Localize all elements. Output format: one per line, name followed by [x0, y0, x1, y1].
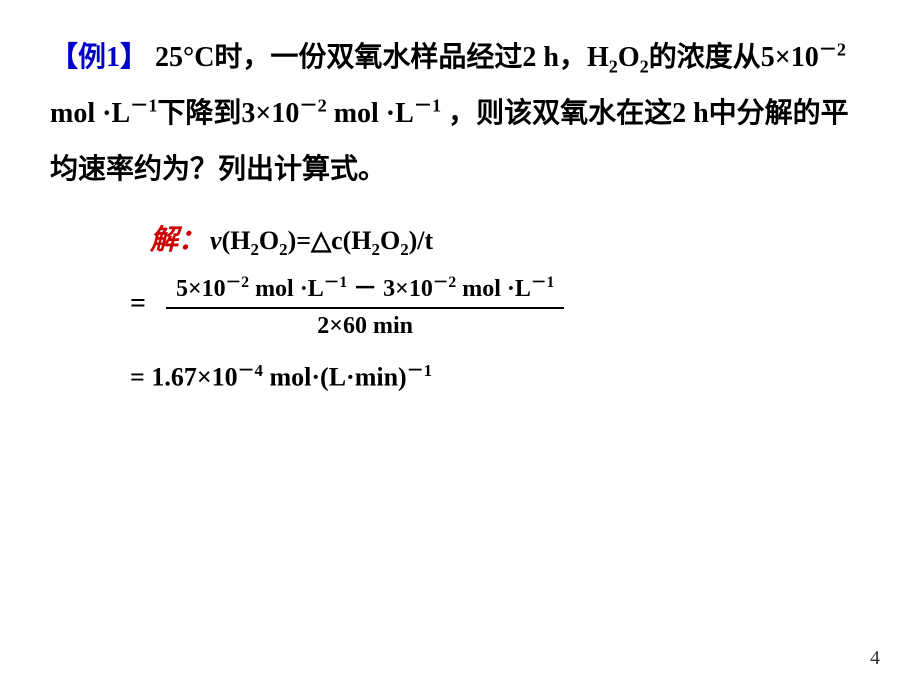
num-p3: － 3×10	[347, 276, 433, 302]
sup-1: －2	[819, 40, 846, 60]
result-sup1: －4	[238, 361, 263, 380]
equals-sign: =	[130, 288, 146, 320]
result-p1: = 1.67×10	[130, 363, 238, 392]
problem-text-6: mol ·L	[327, 98, 414, 129]
problem-text-3: 的浓度从5×10	[649, 42, 819, 73]
sub-1: 2	[609, 57, 618, 77]
problem-text-5: 下降到3×10	[157, 98, 299, 129]
h2o2-open: (H	[222, 226, 251, 255]
result-line: = 1.67×10－4 mol·(L·min)－1	[130, 356, 870, 393]
delta-c: △c(H	[311, 226, 371, 255]
o-1: O	[259, 226, 279, 255]
var-v: v	[210, 226, 222, 255]
sub-o1: 2	[279, 240, 287, 259]
example-label: 【例1】	[50, 42, 148, 73]
solution-line-1: 解： v(H2O2)=△c(H2O2)/t	[50, 218, 870, 260]
num-sup4: －1	[531, 274, 554, 291]
sub-h1: 2	[250, 240, 258, 259]
num-p1: 5×10	[176, 276, 226, 302]
sub-o2: 2	[400, 240, 408, 259]
problem-statement: 【例1】 25°C时，一份双氧水样品经过2 h，H2O2的浓度从5×10－2 m…	[50, 30, 870, 198]
problem-text-2: O	[618, 42, 640, 73]
sup-4: －1	[414, 96, 441, 116]
sub-2: 2	[640, 57, 649, 77]
page-number: 4	[870, 647, 880, 670]
sub-h2: 2	[372, 240, 380, 259]
sup-3: －2	[299, 96, 326, 116]
over-t: )/t	[409, 226, 434, 255]
fraction-calculation: = 5×10－2 mol ·L－1 － 3×10－2 mol ·L－1 2×60…	[130, 268, 870, 340]
o-2: O	[380, 226, 400, 255]
num-sup1: －2	[226, 274, 249, 291]
num-p2: mol ·L	[249, 276, 324, 302]
sup-2: －1	[130, 96, 157, 116]
result-p2: mol·(L·min)	[263, 363, 407, 392]
formula-rate-definition: v(H2O2)=△c(H2O2)/t	[210, 226, 433, 255]
solution-label: 解：	[150, 225, 206, 256]
close-eq: )=	[288, 226, 311, 255]
numerator: 5×10－2 mol ·L－1 － 3×10－2 mol ·L－1	[166, 268, 564, 307]
result-sup2: －1	[407, 361, 432, 380]
num-p4: mol ·L	[456, 276, 531, 302]
fraction: 5×10－2 mol ·L－1 － 3×10－2 mol ·L－1 2×60 m…	[166, 268, 564, 340]
num-sup2: －1	[324, 274, 347, 291]
denominator: 2×60 min	[307, 309, 423, 340]
problem-text-4: mol ·L	[50, 98, 130, 129]
problem-text-1: 25°C时，一份双氧水样品经过2 h，H	[148, 42, 609, 73]
num-sup3: －2	[433, 274, 456, 291]
